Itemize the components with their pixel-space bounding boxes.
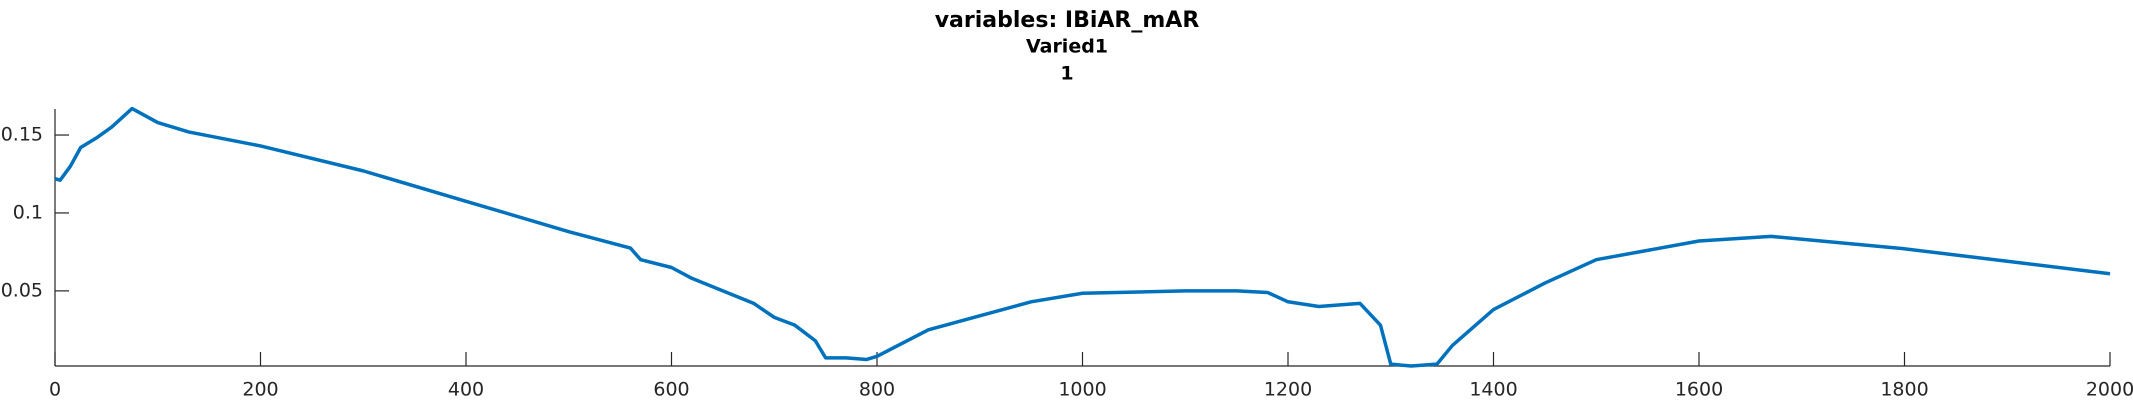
x-tick-label: 1400: [1469, 379, 1517, 400]
chart-subtitle: Varied1: [1026, 36, 1108, 58]
y-tick-label: 0.05: [1, 279, 43, 301]
x-tick-label: 600: [653, 379, 689, 400]
chart-subtitle: 1: [1060, 63, 1073, 85]
data-line: [54, 106, 2111, 368]
x-tick-label: 2000: [2086, 379, 2133, 400]
x-tick-label: 400: [448, 379, 484, 400]
y-tick-label: 0.15: [1, 124, 43, 146]
y-tick-label: 0.1: [13, 201, 43, 223]
x-tick-label: 1600: [1675, 379, 1723, 400]
x-tick-label: 0: [49, 379, 61, 400]
x-tick-label: 200: [242, 379, 278, 400]
chart-title: variables: IBiAR_mAR: [935, 8, 1200, 33]
x-tick-label: 1000: [1058, 379, 1106, 400]
x-tick-label: 1800: [1880, 379, 1928, 400]
x-tick-label: 1200: [1264, 379, 1312, 400]
x-tick-label: 800: [859, 379, 895, 400]
